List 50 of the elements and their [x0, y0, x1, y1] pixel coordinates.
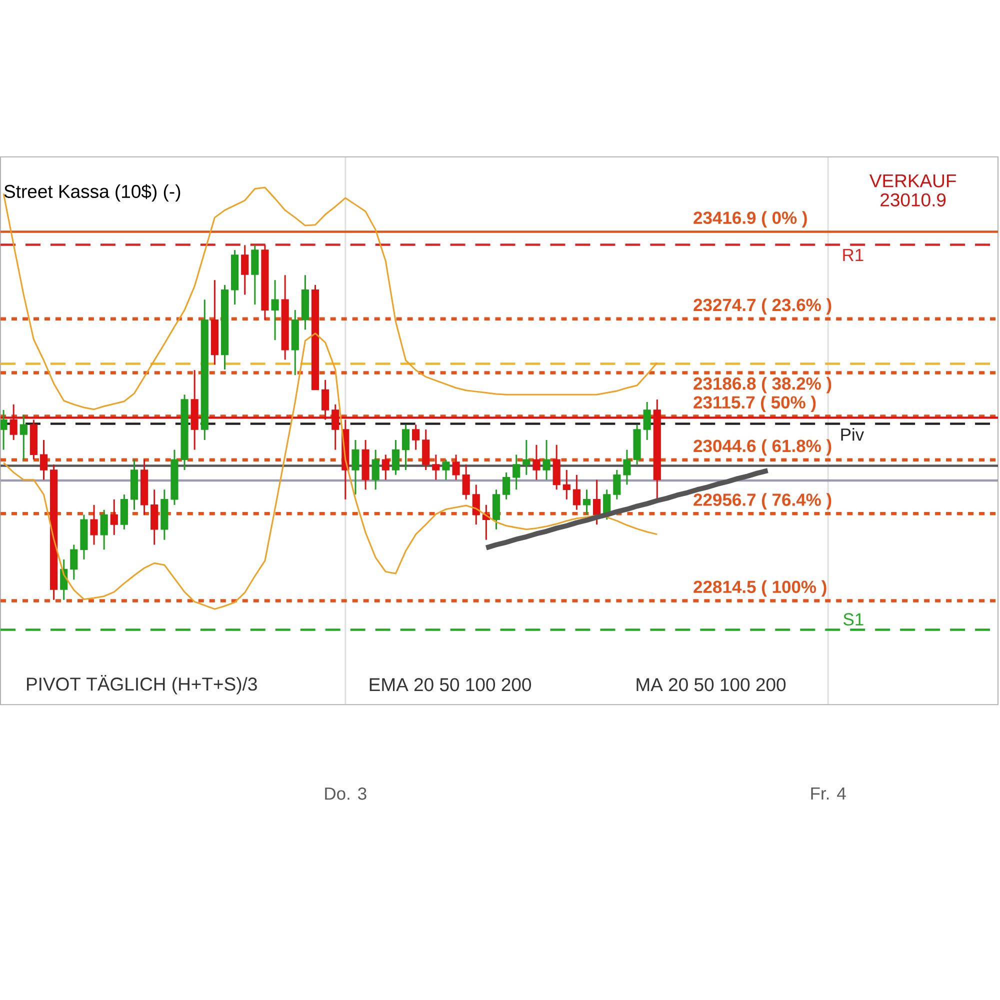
ref-line-label: 22956.7 ( 76.4% ) — [694, 493, 832, 510]
candlestick — [392, 439, 400, 476]
candlestick — [442, 459, 450, 481]
ref-line-label: 23044.6 ( 61.8% ) — [694, 440, 832, 456]
annotation: PIVOT TÄGLICH (H+T+S)/3 — [27, 675, 257, 695]
ref-line-label: 23186.8 ( 38.2% ) — [694, 377, 832, 394]
text: Street Kassa (10$) (-) — [4, 184, 180, 202]
annotation: 23010.9 — [880, 194, 946, 207]
candlestick — [462, 464, 470, 500]
candlestick — [522, 439, 530, 476]
x-tick-label: Do. 3 — [325, 788, 366, 800]
candlestick — [20, 414, 28, 461]
candlestick — [502, 472, 510, 500]
candlestick — [472, 484, 480, 526]
candlestick — [0, 409, 8, 451]
x-tick-label: Fr. 4 — [811, 788, 846, 800]
candlestick — [90, 504, 98, 546]
candlestick — [432, 454, 440, 481]
candlestick — [452, 454, 460, 481]
ref-line-label: S1 — [843, 613, 864, 626]
candlestick — [70, 544, 78, 581]
candlestick — [372, 449, 380, 491]
ref-line-label: R1 — [843, 249, 864, 262]
candlestick — [562, 469, 570, 500]
candlestick — [352, 439, 360, 496]
candlestick — [623, 449, 631, 486]
candlestick — [40, 439, 48, 481]
candlestick — [643, 401, 651, 441]
candlestick — [512, 454, 520, 491]
candlestick — [402, 424, 410, 471]
ref-line-label: Piv — [841, 428, 864, 441]
annotation: EMA 20 50 100 200 — [370, 678, 532, 692]
candlestick — [613, 469, 621, 500]
candlestick — [382, 454, 390, 481]
ref-line-label: 23416.9 ( 0% ) — [694, 211, 807, 228]
annotation: MA 20 50 100 200 — [636, 678, 786, 692]
candlestick — [241, 244, 249, 296]
ref-line-label: 22814.5 ( 100% ) — [694, 580, 826, 597]
candlestick — [271, 280, 279, 342]
candlestick — [100, 509, 108, 551]
candlestick — [412, 424, 420, 451]
candlestick — [110, 498, 118, 536]
ref-line-label: 23115.7 ( 50% ) — [694, 396, 816, 412]
candlestick — [542, 439, 550, 481]
candlestick — [582, 489, 591, 516]
candlestick — [572, 474, 580, 511]
candlestick — [593, 479, 601, 526]
candlestick — [532, 444, 540, 481]
annotation: VERKAUF — [869, 174, 956, 188]
ref-line-label: 23274.7 ( 23.6% ) — [694, 298, 832, 315]
